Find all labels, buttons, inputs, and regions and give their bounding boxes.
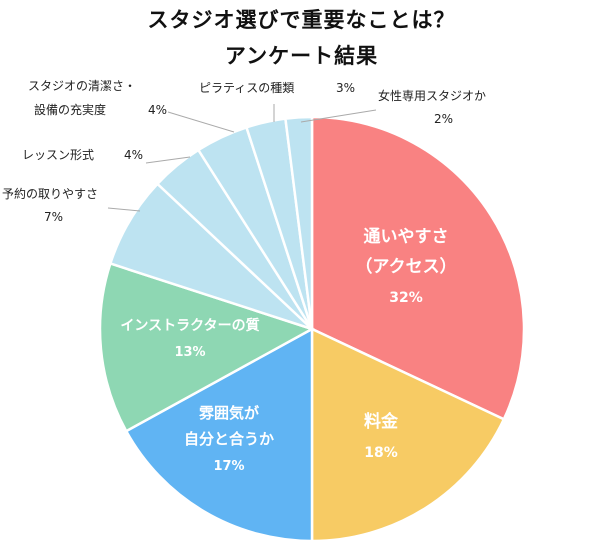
slice-percent-label: 4% [124,148,143,162]
leader-line [300,109,377,123]
slice-percent-label: 4% [148,103,167,117]
slice-label: 女性専用スタジオか [378,88,486,103]
slice-label: 雰囲気が [199,404,260,422]
pie-slice [310,115,526,421]
chart-title-line-1: スタジオ選びで重要なことは？ [147,8,456,32]
pie-slice [284,115,314,330]
slice-label: 予約の取りやすさ [2,186,98,201]
slice-label: スタジオの清潔さ・ [28,79,136,93]
slice-percent-label: 32% [389,290,423,306]
slice-label: 設備の充実度 [34,102,106,117]
slice-label: 自分と合うか [184,430,274,448]
pie-slice [98,261,316,433]
slice-percent-label: 3% [336,81,355,95]
chart-title-line-2: アンケート結果 [224,44,379,68]
slice-label: （アクセス） [355,256,456,277]
slice-percent-label: 2% [434,112,453,126]
slice-percent-label: 17% [213,459,244,474]
leader-line [107,207,141,212]
slice-label: インストラクターの質 [120,317,259,334]
pie-slice [310,327,506,543]
slice-percent-label: 7% [44,210,63,224]
slice-label: 料金 [364,411,399,432]
pie-slice [124,326,314,543]
slice-percent-label: 18% [364,445,398,461]
slice-percent-label: 13% [174,345,205,360]
leader-line [145,156,191,164]
slice-label: 通いやすさ [364,227,449,247]
leader-line [167,111,235,133]
slice-label: レッスン形式 [22,148,94,162]
slice-label: ピラティスの種類 [199,81,294,95]
